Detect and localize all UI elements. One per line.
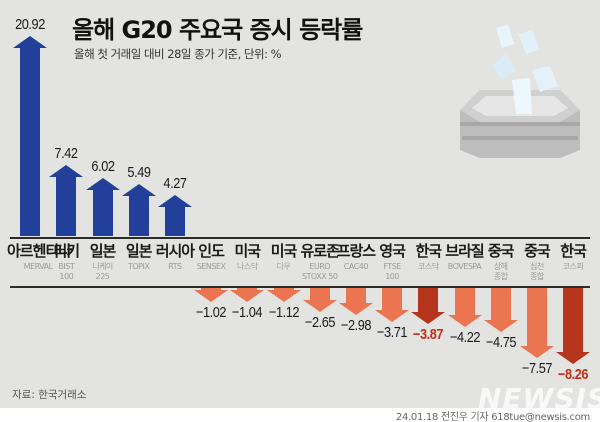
- index-label: 코스피: [562, 262, 584, 271]
- chart-subtitle: 올해 첫 거래일 대비 28일 종가 기준, 단위: %: [74, 47, 282, 61]
- index-label: 니케이 225: [92, 262, 113, 281]
- arrow-down-icon: [519, 345, 554, 358]
- bar-shaft: [201, 288, 222, 290]
- stock-exchange-illustration-icon: [460, 24, 580, 158]
- country-label: 미국: [234, 242, 261, 260]
- positive-axis-line: [10, 237, 590, 239]
- arrow-down-icon: [302, 300, 337, 313]
- index-label: 다우: [276, 262, 291, 271]
- bar-shaft: [382, 288, 403, 311]
- country-label: 러시아: [155, 242, 195, 260]
- country-label: 브라질: [445, 242, 484, 260]
- arrow-down-icon: [375, 310, 410, 323]
- country-label: 인도: [198, 242, 225, 260]
- value-label: 20.92: [15, 16, 45, 33]
- value-label: −2.98: [340, 317, 372, 335]
- bar-shaft: [92, 190, 113, 236]
- arrow-down-icon: [556, 352, 591, 364]
- country-label: 한국: [560, 242, 587, 260]
- index-label: MERVAL: [23, 262, 53, 271]
- index-label: CAC40: [343, 262, 369, 271]
- country-label: 프랑스: [336, 242, 376, 260]
- bar-shaft: [526, 288, 547, 346]
- index-label: 심천 종합: [530, 262, 544, 281]
- value-label: −1.02: [196, 304, 227, 321]
- index-label: FTSE 100: [383, 262, 401, 281]
- bar-shaft: [237, 288, 258, 290]
- value-label: −3.71: [377, 324, 408, 342]
- value-label: −4.22: [449, 328, 480, 346]
- bar-shaft: [273, 288, 294, 290]
- index-label: 코스닥: [418, 262, 439, 271]
- index-label: BOVESPA: [447, 262, 482, 271]
- bar-shaft: [309, 288, 330, 301]
- negative-axis-line: [10, 286, 590, 288]
- country-label: 중국: [487, 242, 515, 260]
- arrow-down-icon: [194, 290, 229, 302]
- country-label: 터키: [53, 242, 80, 260]
- index-label: SENSEX: [196, 262, 226, 271]
- bar-shaft: [20, 48, 41, 236]
- arrow-down-icon: [411, 311, 446, 324]
- bar-shaft: [164, 207, 185, 236]
- chart-title: 올해 G20 주요국 증시 등락률: [72, 16, 363, 44]
- arrow-down-icon: [483, 319, 518, 332]
- bar-shaft: [128, 195, 149, 236]
- credit-line: 24.01.18 전진우 기자 618tue@newsis.com: [395, 412, 590, 422]
- arrow-down-icon: [447, 314, 482, 327]
- value-label: 5.49: [127, 163, 151, 181]
- country-label: 중국: [524, 242, 551, 260]
- value-label: 4.27: [163, 175, 187, 193]
- bar-shaft: [418, 288, 439, 312]
- arrow-up-icon: [121, 183, 156, 196]
- value-label: −2.65: [304, 314, 336, 332]
- arrow-up-icon: [13, 36, 48, 48]
- country-label: 아르헨티나: [6, 242, 72, 260]
- value-label: 6.02: [90, 158, 115, 176]
- country-label: 한국: [415, 242, 442, 260]
- value-label: −3.87: [413, 325, 444, 343]
- index-label: EURO STOXX 50: [301, 262, 338, 281]
- index-label: 상해 종합: [493, 262, 508, 281]
- bar-shaft: [454, 288, 475, 315]
- country-label: 일본: [125, 242, 153, 260]
- arrow-down-icon: [230, 290, 265, 302]
- bar-shaft: [345, 288, 366, 304]
- value-label: −7.57: [521, 359, 553, 377]
- source-note: 자료: 한국거래소: [12, 389, 87, 401]
- arrow-down-icon: [266, 290, 301, 302]
- value-label: −4.75: [485, 333, 517, 351]
- value-label: 7.42: [54, 145, 79, 163]
- country-label: 미국: [270, 242, 298, 260]
- value-label: −1.12: [268, 304, 299, 321]
- arrow-up-icon: [49, 165, 84, 178]
- country-label: 일본: [89, 242, 117, 260]
- index-label: BIST 100: [58, 262, 75, 281]
- arrow-up-icon: [157, 195, 192, 208]
- value-label: −1.04: [232, 304, 263, 321]
- value-label: −8.26: [558, 366, 589, 383]
- index-label: 나스닥: [237, 262, 258, 271]
- country-label: 유로존: [300, 242, 339, 260]
- bar-shaft: [490, 288, 511, 320]
- country-label: 영국: [379, 242, 406, 260]
- arrow-up-icon: [85, 178, 120, 191]
- newsis-watermark: NEWSIS: [478, 382, 600, 415]
- bar-shaft: [563, 288, 584, 352]
- bar-shaft: [56, 177, 77, 236]
- arrow-down-icon: [338, 303, 373, 316]
- index-label: RTS: [168, 262, 182, 271]
- index-label: TOPIX: [128, 262, 150, 271]
